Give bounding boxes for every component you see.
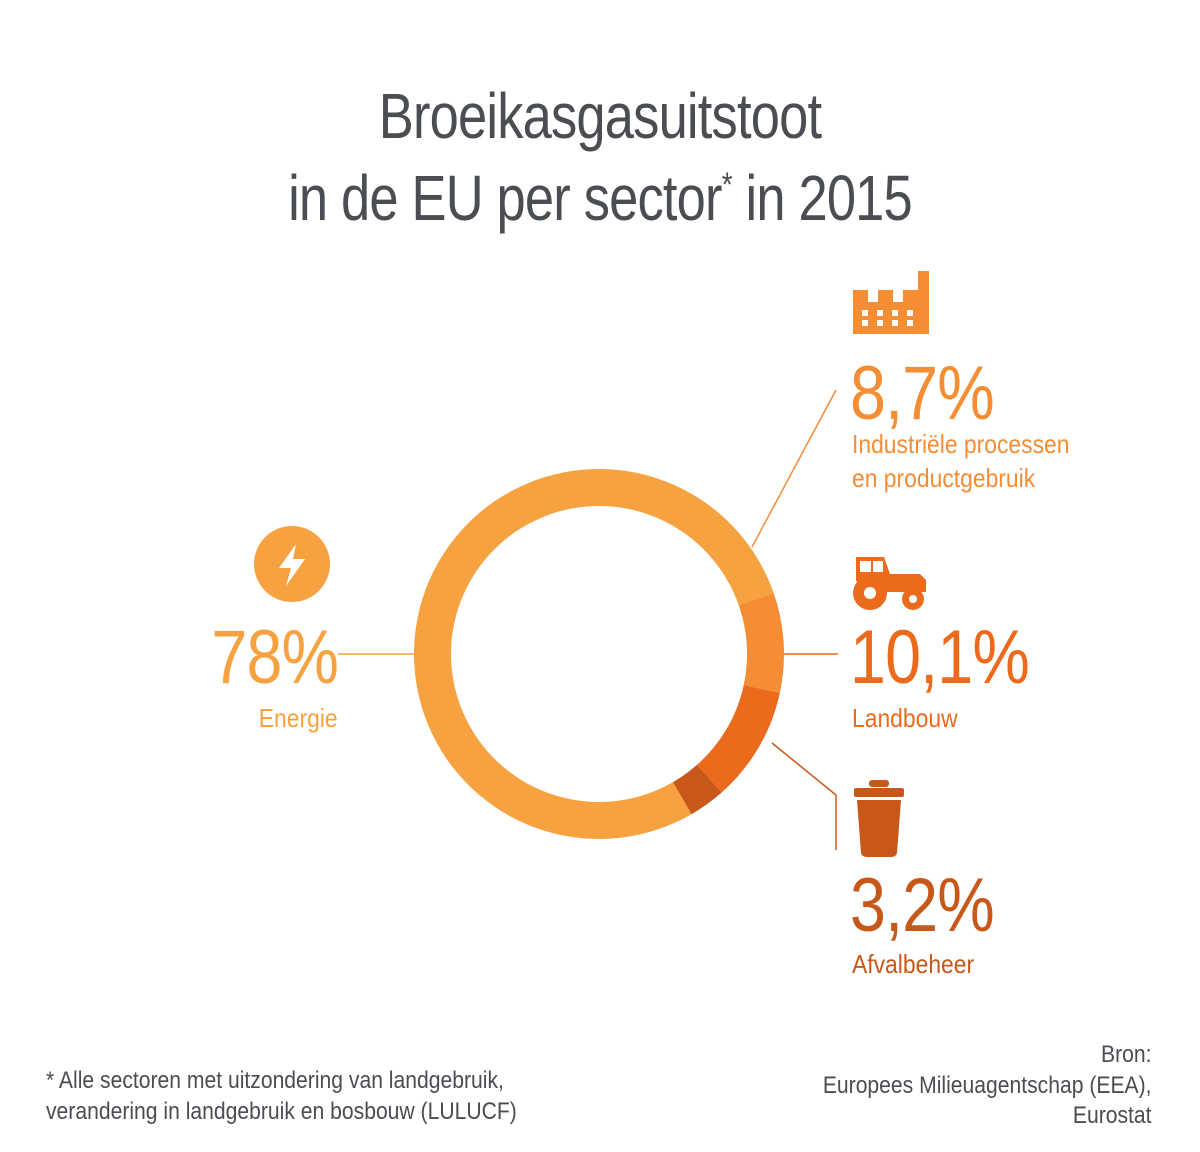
industrie-label-line-2: en productgebruik — [852, 463, 1036, 493]
donut-slice-industrile — [738, 593, 784, 693]
title-year: in 2015 — [731, 162, 912, 234]
footnote: * Alle sectoren met uitzondering van lan… — [46, 1066, 517, 1127]
title-text: in de EU per sector — [288, 162, 722, 234]
source-line-3: Eurostat — [1073, 1102, 1152, 1130]
donut-slice-afvalbeheer — [673, 764, 722, 815]
afval-label: Afvalbeheer — [852, 949, 975, 979]
title-asterisk: * — [721, 166, 733, 204]
trash-can-icon — [854, 780, 904, 857]
source-line-2: Europees Milieuagentschap (EEA), — [823, 1071, 1152, 1099]
donut-slice-landbouw — [697, 685, 780, 793]
footnote-line-2: verandering in landgebruik en bosbouw (L… — [46, 1097, 517, 1125]
donut-slices — [414, 469, 784, 839]
energie-percent: 78% — [211, 615, 339, 700]
afval-percent: 3,2% — [850, 863, 995, 948]
tractor-icon — [853, 557, 926, 610]
industrie-percent: 8,7% — [850, 351, 995, 436]
page-title-line-1: Broeikasgasuitstoot — [378, 80, 822, 152]
page-title-line-2: in de EU per sector* in 2015 — [108, 166, 1092, 230]
landbouw-percent: 10,1% — [850, 615, 1030, 700]
source-label: Bron: — [1101, 1041, 1152, 1068]
energie-label: Energie — [259, 703, 338, 733]
footnote-line-1: * Alle sectoren met uitzondering van lan… — [46, 1067, 504, 1094]
industrie-label-line-1: Industriële processen — [852, 429, 1070, 459]
leader-line-industrie — [751, 389, 837, 548]
factory-icon — [853, 271, 929, 334]
source: Bron: Europees Milieuagentschap (EEA), E… — [823, 1040, 1152, 1132]
landbouw-label: Landbouw — [852, 703, 958, 733]
lightning-bolt-icon — [254, 526, 330, 602]
leader-line-afval — [771, 742, 837, 850]
